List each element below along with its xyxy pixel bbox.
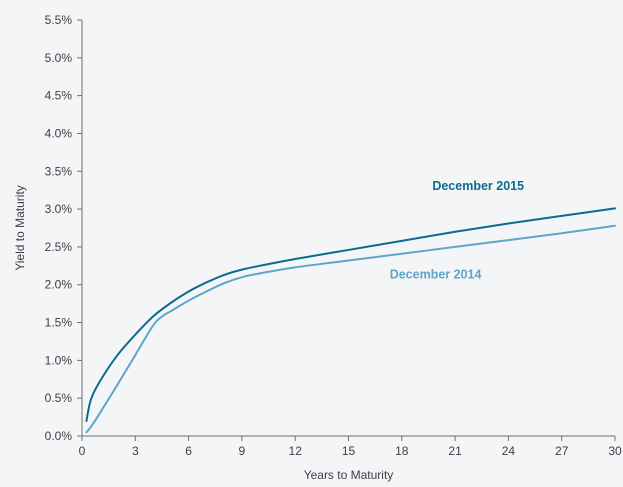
x-axis-title: Years to Maturity [304, 468, 394, 482]
series-line-december-2014 [85, 224, 616, 434]
x-tick-label: 30 [608, 444, 622, 458]
y-tick-label: 4.5% [45, 89, 73, 103]
y-tick-label: 5.0% [45, 51, 73, 65]
y-tick-label: 0.0% [45, 429, 73, 443]
x-tick-label: 24 [502, 444, 516, 458]
series-line-december-2015 [85, 207, 616, 422]
y-tick-label: 3.5% [45, 164, 73, 178]
y-tick-label: 0.5% [45, 391, 73, 405]
y-tick-label: 2.0% [45, 278, 73, 292]
x-tick-label: 9 [239, 444, 246, 458]
y-tick-label: 1.5% [45, 316, 73, 330]
y-tick-label: 5.5% [45, 13, 73, 27]
x-tick-label: 3 [132, 444, 139, 458]
y-tick-label: 2.5% [45, 240, 73, 254]
series-label-december-2014: December 2014 [390, 268, 482, 282]
x-tick-label: 0 [79, 444, 86, 458]
x-tick-label: 27 [555, 444, 569, 458]
x-tick-label: 21 [448, 444, 462, 458]
x-tick-label: 6 [185, 444, 192, 458]
x-tick-label: 15 [342, 444, 356, 458]
x-tick-label: 18 [395, 444, 409, 458]
x-tick-label: 12 [289, 444, 303, 458]
y-tick-label: 4.0% [45, 126, 73, 140]
y-axis-title: Yield to Maturity [13, 185, 27, 271]
series-label-december-2015: December 2015 [432, 179, 524, 193]
y-tick-label: 1.0% [45, 353, 73, 367]
y-tick-label: 3.0% [45, 202, 73, 216]
